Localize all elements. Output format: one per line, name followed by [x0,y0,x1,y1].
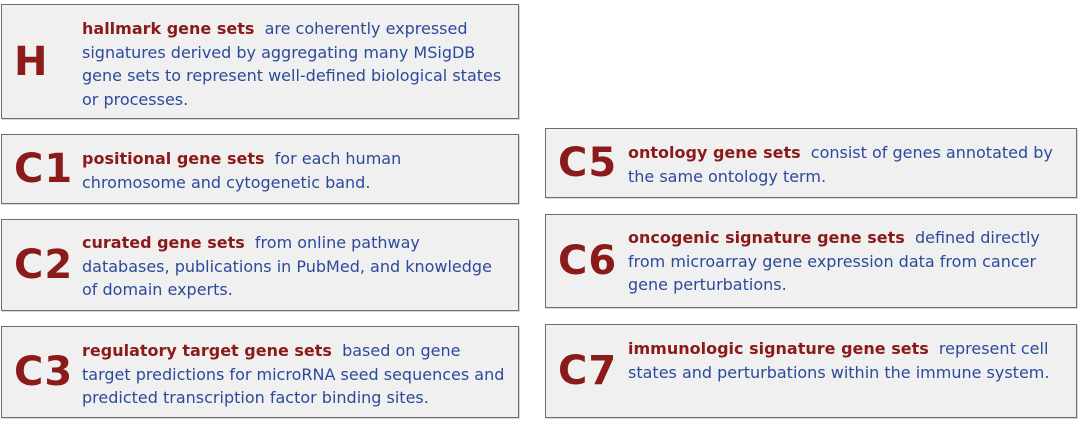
collection-code: C6 [558,238,618,284]
collection-card-h: H hallmark gene sets are coherently expr… [1,4,519,119]
collection-name: oncogenic signature gene sets [628,228,905,247]
collection-card-c5: C5 ontology gene sets consist of genes a… [545,128,1077,198]
collection-name: positional gene sets [82,149,265,168]
collection-description: are coherently expressed signatures deri… [82,19,502,109]
collection-description: from online pathway databases, publicati… [82,233,492,299]
collection-description: for each human chromosome and cytogeneti… [82,149,402,192]
collection-description: defined directly from microarray gene ex… [628,228,1040,294]
collection-description: based on gene target predictions for mic… [82,341,505,407]
collection-code: C3 [14,349,74,395]
collection-description: consist of genes annotated by the same o… [628,143,1053,186]
collection-code: C7 [558,348,618,394]
collection-code: C1 [14,146,74,192]
collection-description-block: hallmark gene sets are coherently expres… [82,17,508,111]
collection-card-c1: C1 positional gene sets for each human c… [1,134,519,204]
collection-card-c2: C2 curated gene sets from online pathway… [1,219,519,311]
collection-name: regulatory target gene sets [82,341,332,360]
collection-description-block: curated gene sets from online pathway da… [82,231,508,302]
collection-card-c3: C3 regulatory target gene sets based on … [1,326,519,418]
collection-description: represent cell states and perturbations … [628,339,1050,382]
collection-name: immunologic signature gene sets [628,339,929,358]
collection-code: C5 [558,140,618,186]
collection-name: ontology gene sets [628,143,801,162]
collection-card-c7: C7 immunologic signature gene sets repre… [545,324,1077,418]
collection-description-block: oncogenic signature gene sets defined di… [628,226,1066,297]
collection-description-block: immunologic signature gene sets represen… [628,337,1066,384]
collection-code: H [14,38,49,85]
collection-description-block: positional gene sets for each human chro… [82,147,508,194]
collection-description-block: regulatory target gene sets based on gen… [82,339,508,410]
collection-description-block: ontology gene sets consist of genes anno… [628,141,1066,188]
collection-name: hallmark gene sets [82,19,255,38]
collection-card-c6: C6 oncogenic signature gene sets defined… [545,214,1077,308]
collection-code: C2 [14,242,74,288]
collection-name: curated gene sets [82,233,245,252]
